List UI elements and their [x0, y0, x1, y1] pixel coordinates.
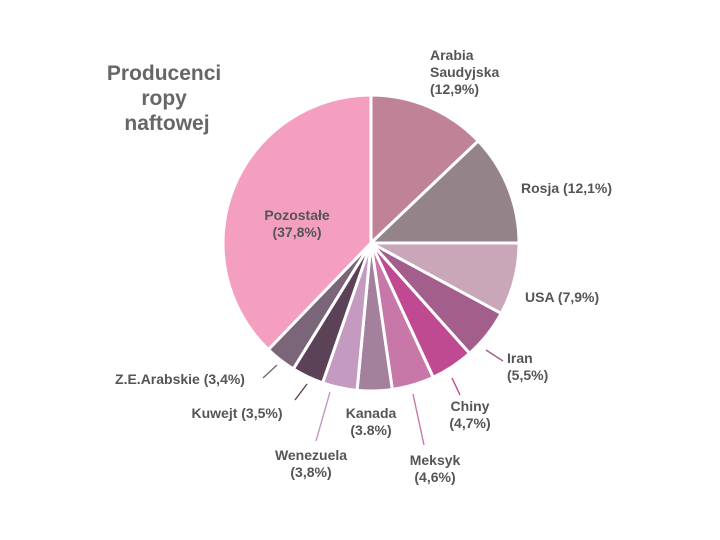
slice-label-line: Wenezuela — [275, 447, 347, 463]
slice-label: Wenezuela (3,8%) — [275, 447, 347, 480]
slice-label-line: USA (7,9%) — [525, 289, 599, 305]
slice-label: Rosja (12,1%) — [521, 180, 612, 196]
slice-label-line: Iran — [507, 350, 533, 366]
slice-label-line: Rosja (12,1%) — [521, 180, 612, 196]
slice-label: Z.E.Arabskie (3,4%) — [115, 371, 245, 387]
slice-label: Iran (5,5%) — [507, 350, 548, 383]
slice-label-line: (3.8%) — [350, 422, 391, 438]
slice-label: Kanada (3.8%) — [346, 405, 397, 438]
slice-label-line: (4,7%) — [449, 415, 490, 431]
slice-label-line: Arabia — [430, 47, 474, 63]
slice-label-line: Z.E.Arabskie (3,4%) — [115, 371, 245, 387]
chart-title-line-1: Producenci — [107, 62, 221, 85]
leader-line — [262, 364, 278, 379]
slice-pozosta-e — [221, 93, 373, 352]
slice-label: Pozostałe (37,8%) — [264, 207, 330, 240]
leader-line — [315, 391, 331, 442]
slice-label-line: Pozostałe — [264, 207, 330, 223]
slice-arabia-saudyjska — [369, 93, 480, 245]
slice-label-line: (37,8%) — [272, 224, 321, 240]
leader-line — [451, 377, 461, 396]
leader-line — [294, 383, 308, 401]
leader-lines — [262, 349, 504, 446]
leader-line — [485, 349, 504, 362]
slice-label: Chiny (4,7%) — [449, 398, 490, 431]
leader-line — [412, 393, 425, 446]
slice-label-line: (4,6%) — [414, 469, 455, 485]
slice-label: Kuwejt (3,5%) — [191, 405, 282, 421]
chart-title: Producenci ropy naftowej — [107, 62, 227, 135]
slice-rosja — [369, 139, 521, 245]
slice-label-line: Kanada — [346, 405, 397, 421]
slice-label: USA (7,9%) — [525, 289, 599, 305]
slice-label: Meksyk (4,6%) — [410, 452, 461, 485]
chart-title-line-2: ropy — [141, 87, 187, 110]
slice-label-line: (3,8%) — [290, 464, 331, 480]
slice-label-line: (5,5%) — [507, 367, 548, 383]
slice-labels: Arabia Saudyjska (12,9%) Rosja (12,1%) USA (… — [115, 47, 612, 485]
slice-label-line: Meksyk — [410, 452, 461, 468]
slice-label-line: Kuwejt (3,5%) — [191, 405, 282, 421]
slice-label-line: Saudyjska — [430, 64, 499, 80]
slice-label-line: (12,9%) — [430, 81, 479, 97]
chart-title-line-3: naftowej — [124, 112, 209, 135]
pie-slices — [221, 93, 521, 393]
slice-label: Arabia Saudyjska (12,9%) — [430, 47, 499, 97]
slice-label-line: Chiny — [451, 398, 490, 414]
